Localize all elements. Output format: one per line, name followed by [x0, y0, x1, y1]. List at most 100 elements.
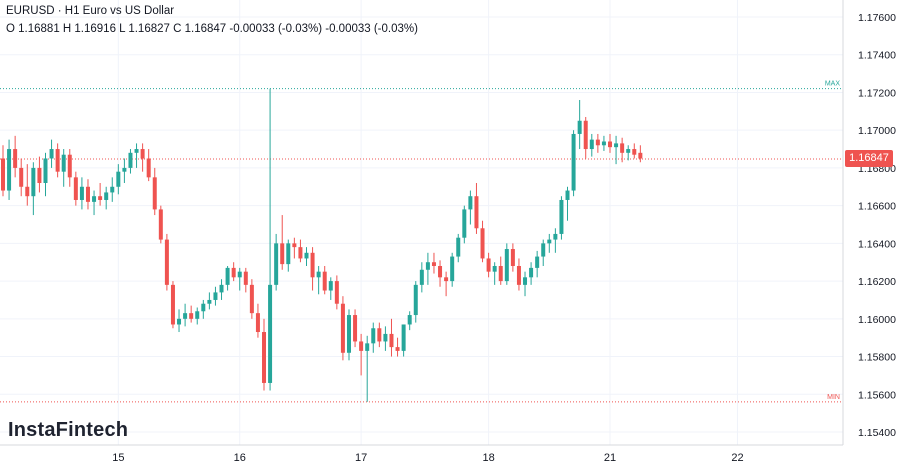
candle	[577, 100, 582, 150]
candle-body	[316, 271, 321, 278]
candle-body	[583, 120, 588, 150]
candle-body	[243, 271, 248, 285]
candle	[492, 262, 497, 285]
x-tick-label: 17	[355, 452, 367, 464]
candle-body	[98, 196, 103, 200]
candle-body	[164, 239, 169, 285]
candle-body	[255, 313, 260, 333]
candle-body	[37, 167, 42, 183]
candle	[504, 243, 509, 285]
candle	[395, 337, 400, 357]
candle-body	[231, 267, 236, 278]
y-tick-label: 1.17200	[858, 87, 896, 99]
candle-body	[189, 313, 194, 319]
symbol-title[interactable]: EURUSD · H1 Euro vs US Dollar	[6, 5, 175, 17]
candle	[274, 233, 279, 291]
time-axis[interactable]: 15 16 17 18 21 22	[112, 452, 743, 464]
candle-body	[456, 237, 461, 257]
candle-body	[146, 158, 151, 178]
candle-body	[310, 252, 315, 278]
candle-body	[614, 143, 619, 148]
candle-body	[377, 328, 382, 342]
candle-body	[43, 158, 48, 183]
candle	[535, 250, 540, 278]
price-axis[interactable]: 1.15400 1.15600 1.15800 1.16000 1.16200 1.164…	[858, 12, 896, 439]
candle-body	[67, 154, 72, 178]
candle	[292, 237, 297, 259]
candle-body	[292, 243, 297, 248]
candle	[85, 179, 90, 210]
candle	[516, 258, 521, 291]
candle	[49, 139, 54, 168]
candles-layer	[1, 88, 643, 402]
candle-body	[110, 186, 115, 193]
candle	[559, 196, 564, 240]
candle	[583, 116, 588, 159]
candle	[620, 137, 625, 163]
candle	[371, 322, 376, 353]
candle-body	[152, 177, 157, 210]
candle-body	[25, 186, 30, 197]
candle-body	[577, 120, 582, 134]
candle-body	[7, 149, 12, 191]
candle	[614, 135, 619, 165]
candle	[237, 267, 242, 291]
candle	[565, 186, 570, 221]
candle	[480, 220, 485, 263]
candle-body	[207, 299, 212, 304]
candle	[110, 177, 115, 202]
candle	[407, 311, 412, 331]
candle	[401, 324, 406, 357]
candle	[589, 133, 594, 157]
candle	[498, 256, 503, 285]
candle-body	[547, 239, 552, 244]
candle-body	[79, 186, 84, 200]
candle-body	[589, 139, 594, 150]
candle	[67, 149, 72, 187]
candle-body	[541, 243, 546, 257]
candle	[468, 190, 473, 225]
candle-body	[322, 271, 327, 291]
candle-body	[523, 277, 528, 285]
candle	[164, 233, 169, 291]
candle-body	[632, 149, 637, 155]
candle-body	[304, 252, 309, 259]
candle-body	[620, 143, 625, 153]
candle	[553, 228, 558, 253]
min-label: MIN	[827, 394, 840, 401]
candle	[383, 326, 388, 351]
candle-body	[571, 133, 576, 191]
candle-body	[516, 266, 521, 285]
candle	[225, 266, 230, 291]
candle-body	[122, 167, 127, 172]
candle	[19, 158, 24, 197]
candle	[219, 279, 224, 300]
candle-body	[195, 311, 200, 319]
candle	[486, 252, 491, 278]
candle-body	[328, 281, 333, 291]
candle	[601, 135, 606, 151]
candle-body	[601, 141, 606, 146]
y-tick-label: 1.16000	[858, 314, 896, 326]
candle	[280, 215, 285, 270]
candle	[116, 164, 121, 195]
candle	[462, 205, 467, 244]
x-tick-label: 18	[482, 452, 494, 464]
candle	[304, 247, 309, 266]
candle	[140, 143, 145, 172]
candle-body	[237, 271, 242, 278]
candle	[189, 305, 194, 323]
candle	[353, 309, 358, 348]
candle-body	[92, 196, 97, 202]
candle-body	[371, 328, 376, 344]
candle-body	[359, 341, 364, 351]
candle-body	[638, 152, 643, 159]
candle-body	[73, 177, 78, 200]
candle	[328, 277, 333, 300]
candle-body	[626, 149, 631, 153]
y-tick-label: 1.15400	[858, 427, 896, 439]
candle-body	[346, 315, 351, 353]
candle	[158, 205, 163, 244]
candle	[523, 271, 528, 297]
candle	[389, 318, 394, 357]
